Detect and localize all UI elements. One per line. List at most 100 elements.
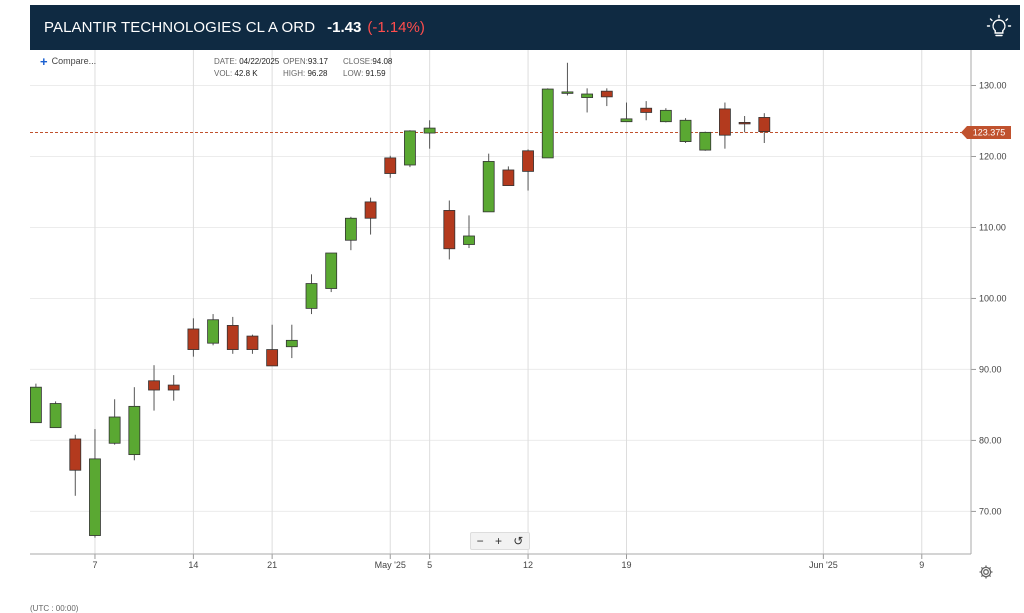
candle-body (266, 349, 279, 367)
candle-body (325, 252, 338, 289)
y-tick-label: 70.00 (979, 506, 1002, 516)
candle-body (600, 90, 613, 98)
zoom-in-button[interactable]: + (494, 534, 502, 548)
vol-value: 42.8 K (234, 69, 258, 78)
candle (719, 102, 731, 149)
candle (561, 62, 574, 96)
ohlc-close-low: CLOSE:94.08 LOW: 91.59 (343, 56, 392, 80)
candle (738, 116, 751, 133)
candle (167, 375, 180, 401)
candle-body (679, 119, 692, 142)
compare-button[interactable]: + Compare... (40, 53, 97, 69)
candle (207, 314, 219, 346)
candle (89, 429, 101, 538)
candle-body (443, 210, 456, 250)
candle-body (758, 117, 771, 133)
low-value: 91.59 (365, 69, 386, 78)
chart-grid (30, 50, 971, 554)
gear-icon[interactable] (978, 564, 994, 580)
y-tick-label: 100.00 (979, 293, 1007, 303)
candle (620, 102, 633, 123)
candle-body (719, 108, 731, 136)
low-label: LOW: (343, 69, 364, 78)
compare-label: Compare... (51, 56, 97, 66)
candle (305, 274, 318, 315)
candle-body (69, 438, 82, 471)
date-value: 04/22/2025 (239, 57, 280, 66)
high-value: 96.28 (307, 69, 328, 78)
candle-body (541, 88, 554, 159)
candle (463, 215, 475, 249)
x-tick-label: 7 (92, 560, 97, 570)
lightbulb-icon[interactable] (986, 14, 1012, 40)
candle (384, 155, 397, 178)
x-tick-label: 12 (523, 560, 533, 570)
zoom-out-button[interactable]: − (476, 534, 484, 548)
current-price-tag-shape (961, 126, 1011, 140)
high-label: HIGH: (283, 69, 306, 78)
zoom-controls: − + ↺ (470, 532, 530, 550)
chart-header: PALANTIR TECHNOLOGIES CL A ORD -1.43 (-1… (30, 5, 1020, 50)
x-tick-label: Jun '25 (809, 560, 838, 570)
candle (69, 434, 82, 496)
candle-body (659, 109, 672, 123)
candle-body (128, 405, 141, 456)
candle-body (148, 380, 160, 391)
candle-body (640, 107, 653, 113)
candle-body (246, 335, 259, 350)
candle (482, 153, 495, 213)
x-tick-label: 9 (919, 560, 924, 570)
reset-zoom-button[interactable]: ↺ (513, 534, 524, 548)
security-title: PALANTIR TECHNOLOGIES CL A ORD (44, 19, 316, 36)
x-tick-label: 21 (267, 560, 277, 570)
current-price-label: 123.375 (973, 128, 1006, 138)
y-tick-label: 130.00 (979, 80, 1007, 90)
candle-body (738, 122, 751, 125)
candle (699, 131, 712, 151)
ohlc-open-high: OPEN:93.17 HIGH: 96.28 (283, 56, 328, 80)
ohlc-date-vol: DATE: 04/22/2025 VOL: 42.8 K (214, 56, 279, 80)
candle (266, 324, 279, 367)
candle (49, 401, 62, 429)
candle (758, 113, 771, 143)
chart-axes: 70.00 80.00 90.00 100.00 110.00 120.00 130.00 7… (30, 50, 1007, 570)
candle (344, 216, 357, 251)
y-tick-label: 80.00 (979, 435, 1002, 445)
candle (443, 200, 456, 260)
current-price-tag: 123.375 (961, 126, 1011, 140)
candle-body (423, 127, 436, 134)
candle (30, 383, 42, 424)
candle (600, 88, 613, 107)
candle-body (49, 403, 62, 429)
candle (108, 399, 121, 445)
candle-body (30, 386, 42, 424)
y-tick-label: 110.00 (979, 222, 1006, 232)
candle-body (187, 328, 200, 350)
x-tick-label: 5 (427, 560, 432, 570)
price-change: -1.43 (327, 19, 362, 36)
close-label: CLOSE: (343, 57, 373, 66)
candle-body (344, 217, 357, 241)
candle (285, 324, 298, 359)
plus-icon: + (40, 53, 48, 69)
candle (581, 88, 594, 113)
candle (423, 120, 436, 149)
candle-body (207, 319, 219, 344)
candle-body (167, 384, 180, 391)
candle-body (305, 283, 318, 309)
close-value: 94.08 (372, 57, 393, 66)
candle-body (384, 157, 397, 174)
candle (246, 334, 259, 354)
candle (226, 316, 239, 354)
candle (541, 88, 554, 159)
open-label: OPEN: (283, 57, 308, 66)
price-change-percent: (-1.14%) (367, 19, 425, 36)
candle-body (482, 161, 495, 213)
candle-body (581, 93, 594, 98)
candle-body (404, 130, 416, 166)
candle-body (285, 339, 298, 348)
y-tick-label: 90.00 (979, 364, 1002, 374)
candle-body (108, 416, 121, 444)
candle-body (522, 150, 534, 172)
